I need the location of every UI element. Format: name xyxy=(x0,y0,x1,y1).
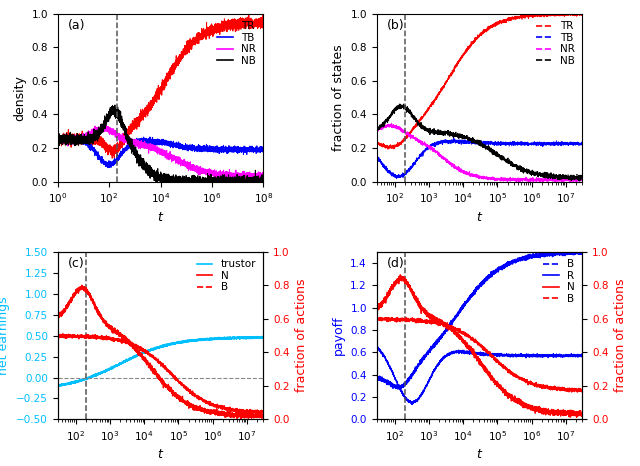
Text: (b): (b) xyxy=(387,19,404,32)
X-axis label: $t$: $t$ xyxy=(157,211,164,224)
Text: (c): (c) xyxy=(68,257,84,270)
Y-axis label: fraction of actions: fraction of actions xyxy=(614,279,627,392)
Y-axis label: net earnings: net earnings xyxy=(0,296,10,375)
Legend: B, R, N, B: B, R, N, B xyxy=(541,257,577,306)
X-axis label: $t$: $t$ xyxy=(476,211,483,224)
Legend: TR, TB, NR, NB: TR, TB, NR, NB xyxy=(215,19,258,68)
Y-axis label: fraction of states: fraction of states xyxy=(332,44,345,151)
Y-axis label: fraction of actions: fraction of actions xyxy=(295,279,308,392)
Y-axis label: payoff: payoff xyxy=(332,316,345,356)
X-axis label: $t$: $t$ xyxy=(476,448,483,461)
Text: (d): (d) xyxy=(387,257,404,270)
X-axis label: $t$: $t$ xyxy=(157,448,164,461)
Y-axis label: density: density xyxy=(13,75,26,121)
Legend: trustor, N, B: trustor, N, B xyxy=(195,257,258,295)
Legend: TR, TB, NR, NB: TR, TB, NR, NB xyxy=(534,19,577,68)
Text: (a): (a) xyxy=(68,19,85,32)
